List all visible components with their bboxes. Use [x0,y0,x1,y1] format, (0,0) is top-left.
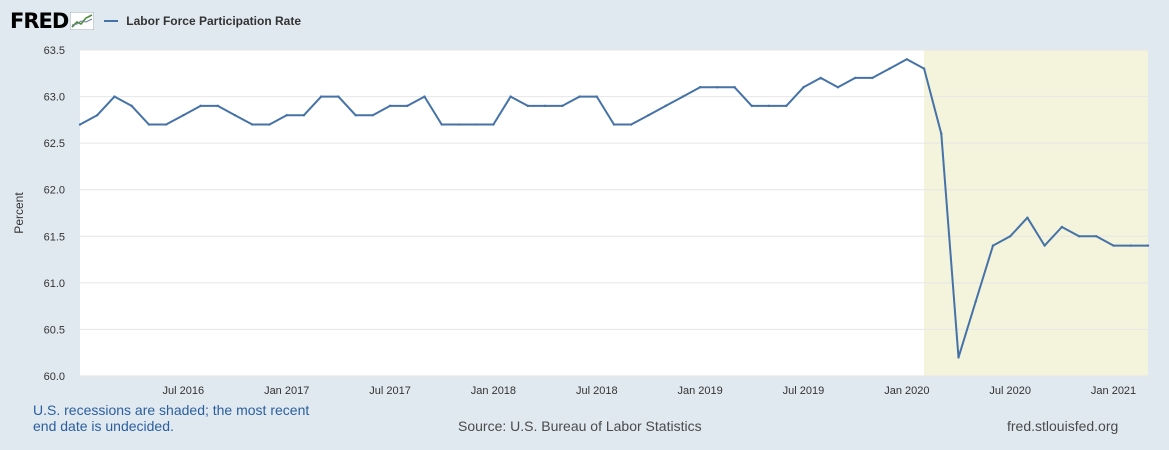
data-point [78,123,82,126]
data-point [871,76,874,80]
data-point [733,86,736,89]
data-point [371,114,375,117]
data-point [457,123,461,126]
data-point [182,114,185,117]
data-point [664,104,667,108]
data-point [1112,244,1115,247]
recession-shade [924,50,1148,376]
data-point [750,104,754,108]
y-tick-label: 62.5 [44,138,65,150]
data-point [647,114,650,117]
x-tick-label: Jul 2017 [369,385,411,397]
data-point [337,95,340,98]
data-point [561,104,564,108]
data-point [630,123,633,126]
data-point [991,244,995,247]
data-point [595,95,598,98]
legend-swatch [104,20,119,22]
data-point [130,104,133,108]
y-tick-label: 60.0 [44,371,65,383]
data-point [96,114,99,117]
data-point [940,132,943,136]
data-point [853,76,857,80]
data-point [423,95,426,98]
data-point [767,104,771,108]
data-point [474,123,478,126]
y-tick-label: 63.5 [44,45,65,57]
data-point [836,86,840,89]
data-point [1129,244,1132,247]
data-point [905,58,909,61]
legend-label: Labor Force Participation Rate [126,14,301,28]
data-point [509,95,512,98]
data-point [388,104,392,108]
data-point [974,300,977,303]
data-point [922,67,926,70]
data-point [802,86,805,89]
data-point [543,104,547,108]
data-point [681,95,685,98]
y-tick-label: 63.0 [44,92,65,104]
x-tick-label: Jul 2018 [576,385,618,397]
data-point [199,104,202,108]
data-point [319,95,323,98]
data-point [164,123,168,126]
data-point [406,104,409,108]
data-point [216,104,220,108]
data-point [251,123,254,126]
y-axis-label: Percent [12,192,26,234]
data-point [819,76,822,80]
data-point [492,123,495,126]
chart-header: FRED Labor Force Participation Rate [10,8,301,34]
data-point [354,114,357,117]
data-point [716,86,719,89]
site-link[interactable]: fred.stlouisfed.org [1007,418,1119,434]
x-tick-label: Jul 2020 [989,385,1031,397]
data-point [440,123,443,126]
x-tick-label: Jan 2020 [884,385,929,397]
data-point [1026,216,1029,219]
x-tick-label: Jan 2021 [1091,385,1136,397]
data-point [1146,244,1150,247]
fred-graph-icon [70,12,95,30]
data-point [113,95,116,98]
data-point [147,123,151,126]
x-tick-label: Jul 2019 [783,385,825,397]
data-point [285,114,288,117]
recession-note-line1: U.S. recessions are shaded; the most rec… [33,402,310,418]
data-point [1008,235,1012,238]
data-point [578,95,581,98]
data-point [233,114,237,117]
data-point [785,104,788,108]
data-point [698,86,702,89]
data-point [1043,244,1046,247]
x-tick-label: Jan 2018 [471,385,516,397]
data-point [612,123,616,126]
fred-logo[interactable]: FRED [10,9,69,33]
x-tick-label: Jan 2017 [264,385,309,397]
y-tick-label: 61.5 [44,231,65,243]
x-tick-label: Jan 2019 [677,385,722,397]
data-point [268,123,271,126]
source-text: Source: U.S. Bureau of Labor Statistics [458,418,702,434]
data-point [1060,225,1064,229]
data-point [526,104,530,108]
data-point [1095,235,1098,238]
data-point [888,67,891,70]
x-tick-label: Jul 2016 [163,385,205,397]
recession-note-line2: end date is undecided. [33,418,174,434]
recession-note: U.S. recessions are shaded; the most rec… [33,402,309,434]
data-point [1077,235,1081,238]
y-tick-label: 62.0 [44,185,65,197]
data-point [302,114,306,117]
y-tick-label: 61.0 [44,278,65,290]
data-point [957,356,960,359]
y-tick-label: 60.5 [44,324,65,336]
